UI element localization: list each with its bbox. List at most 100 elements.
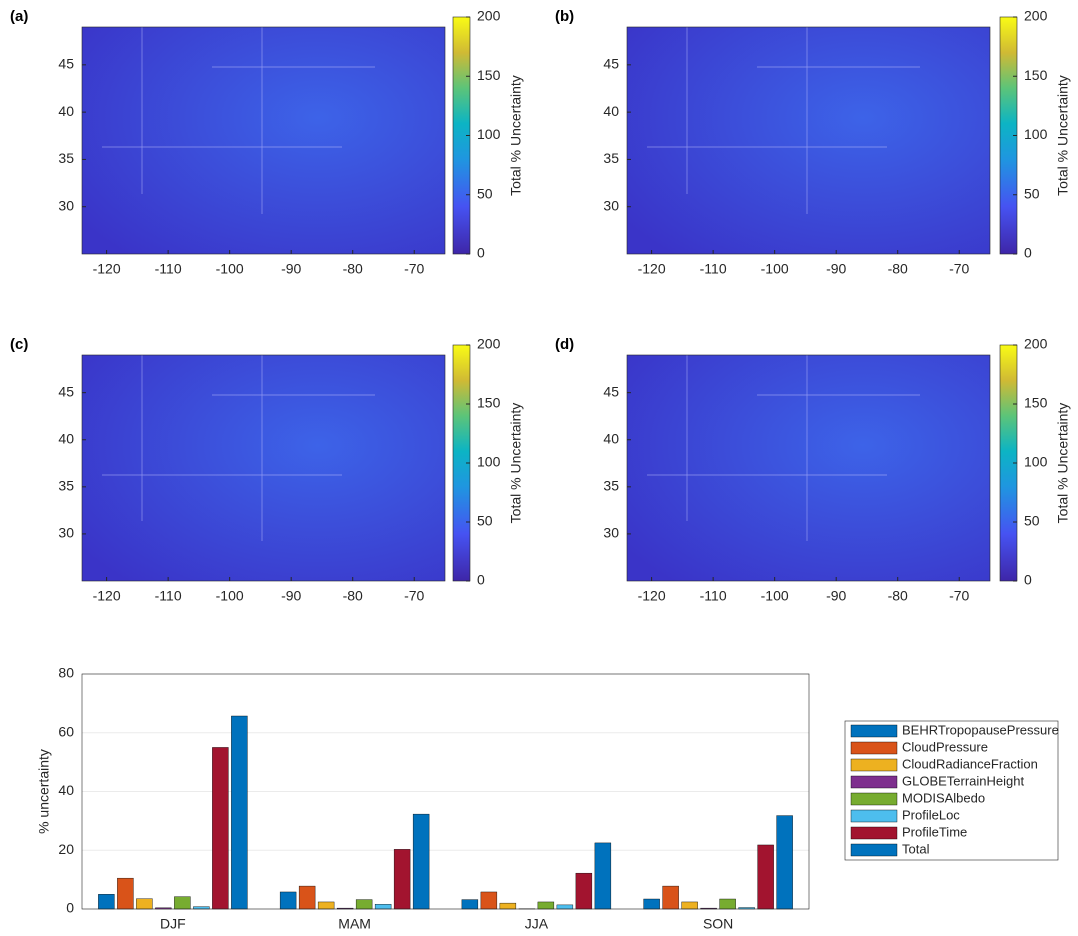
x-tick-label: -70 xyxy=(404,588,424,604)
bar xyxy=(317,901,335,910)
map-image xyxy=(82,27,445,254)
colorbar-tick-label: 50 xyxy=(1024,185,1040,201)
y-tick-label: 45 xyxy=(603,383,619,399)
y-axis-label: % uncertainty xyxy=(36,749,52,834)
x-tick-label: -120 xyxy=(93,588,121,604)
colorbar-tick-label: 200 xyxy=(1024,8,1048,24)
colorbar-tick-label: 150 xyxy=(477,67,501,83)
map-image xyxy=(627,27,990,254)
y-tick-label: 40 xyxy=(58,782,74,798)
y-tick-label: 40 xyxy=(58,103,74,119)
colorbar-tick-label: 200 xyxy=(1024,336,1048,352)
bar xyxy=(480,891,498,910)
bar xyxy=(643,898,660,910)
axes-box xyxy=(626,354,991,582)
x-tick-label: -90 xyxy=(826,261,846,277)
colorbar-tick-label: 100 xyxy=(1024,454,1048,470)
legend-label: MODISAlbedo xyxy=(902,790,985,805)
x-tick-label: -90 xyxy=(281,261,301,277)
legend-swatch xyxy=(850,843,898,857)
x-tick-label: -80 xyxy=(888,588,908,604)
map-image xyxy=(627,355,990,581)
x-tick-label: -70 xyxy=(949,588,969,604)
legend-label: CloudPressure xyxy=(902,739,988,754)
x-tick-label: -110 xyxy=(700,588,727,604)
legend-label: ProfileTime xyxy=(902,824,967,839)
y-tick-label: 30 xyxy=(603,525,619,541)
y-tick-label: 40 xyxy=(603,103,619,119)
x-tick-label: -80 xyxy=(888,261,908,277)
colorbar-tick-label: 0 xyxy=(477,245,485,261)
legend-swatch xyxy=(850,758,898,772)
colorbar-tick-label: 100 xyxy=(477,454,501,470)
colorbar-tick-label: 100 xyxy=(1024,126,1048,142)
bar xyxy=(117,877,134,910)
x-tick-label: MAM xyxy=(338,916,371,932)
colorbar-tick-label: 0 xyxy=(1024,245,1032,261)
state-borders xyxy=(102,355,375,541)
colorbar-tick-label: 150 xyxy=(1024,395,1048,411)
legend-label: ProfileLoc xyxy=(902,807,960,822)
colorbar-tick-label: 150 xyxy=(1024,67,1048,83)
bar xyxy=(757,844,774,910)
x-tick-label: -120 xyxy=(638,261,666,277)
x-tick-label: SON xyxy=(703,916,733,932)
y-tick-label: 30 xyxy=(58,525,74,541)
x-tick-label: -80 xyxy=(343,588,363,604)
y-tick-label: 45 xyxy=(58,383,74,399)
x-tick-label: -70 xyxy=(949,261,969,277)
x-tick-label: -110 xyxy=(700,261,727,277)
legend-label: Total xyxy=(902,841,930,856)
state-borders xyxy=(647,355,920,541)
x-tick-label: -70 xyxy=(404,261,424,277)
axes-box xyxy=(81,354,446,582)
x-tick-label: DJF xyxy=(160,916,186,932)
y-tick-label: 80 xyxy=(58,665,74,681)
legend-swatch xyxy=(850,724,898,738)
legend-label: CloudRadianceFraction xyxy=(902,756,1038,771)
colorbar-tick-label: 50 xyxy=(1024,513,1040,529)
x-tick-label: -90 xyxy=(281,588,301,604)
state-borders xyxy=(647,27,920,214)
colorbar-tick-label: 50 xyxy=(477,513,493,529)
x-tick-label: -110 xyxy=(155,261,182,277)
colorbar-tick-label: 0 xyxy=(477,572,485,588)
bar xyxy=(719,898,736,910)
y-tick-label: 0 xyxy=(66,900,74,916)
legend-swatch xyxy=(850,775,898,789)
y-tick-label: 45 xyxy=(58,56,74,72)
x-tick-label: -100 xyxy=(216,261,244,277)
legend-swatch xyxy=(850,826,898,840)
y-tick-label: 60 xyxy=(58,723,74,739)
legend-swatch xyxy=(850,809,898,823)
legend-swatch xyxy=(850,792,898,806)
y-tick-label: 40 xyxy=(58,430,74,446)
x-tick-label: -100 xyxy=(761,588,789,604)
bar xyxy=(212,747,229,910)
y-tick-label: 30 xyxy=(58,197,74,213)
y-tick-label: 35 xyxy=(603,478,619,494)
state-borders xyxy=(102,27,375,214)
legend-label: GLOBETerrainHeight xyxy=(902,773,1024,788)
panel-label: (a) xyxy=(10,8,28,25)
colorbar-tick-label: 0 xyxy=(1024,572,1032,588)
y-tick-label: 30 xyxy=(603,197,619,213)
x-tick-label: JJA xyxy=(525,916,549,932)
colorbar-tick-label: 200 xyxy=(477,336,501,352)
bar xyxy=(174,896,191,910)
bar xyxy=(231,715,248,910)
bar xyxy=(298,885,316,910)
panel-label: (d) xyxy=(555,336,574,353)
bar xyxy=(499,902,517,910)
y-tick-label: 35 xyxy=(58,150,74,166)
bar xyxy=(279,891,297,910)
panel-label: (b) xyxy=(555,8,574,25)
colorbar-label: Total % Uncertainty xyxy=(1055,75,1071,196)
legend-swatch xyxy=(850,741,898,755)
bar xyxy=(681,901,698,910)
map-image xyxy=(82,355,445,581)
x-tick-label: -110 xyxy=(155,588,182,604)
x-tick-label: -90 xyxy=(826,588,846,604)
x-tick-label: -80 xyxy=(343,261,363,277)
